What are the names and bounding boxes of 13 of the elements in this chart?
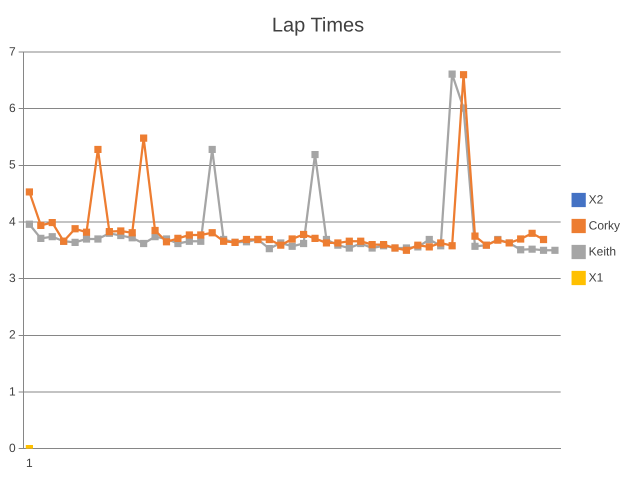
y-tick-label: 3 xyxy=(8,270,16,285)
y-tick-label: 5 xyxy=(8,158,16,172)
y-tick-label: 2 xyxy=(8,328,16,342)
legend-label: X2 xyxy=(588,192,604,206)
legend-label: Keith xyxy=(588,244,616,258)
y-tick-label: 0 xyxy=(8,440,16,455)
y-tick-label: 7 xyxy=(8,44,16,58)
y-tick-label: 4 xyxy=(8,214,16,228)
legend-label: X1 xyxy=(588,270,604,284)
chart-title: Lap Times xyxy=(272,14,364,37)
y-tick-label: 1 xyxy=(8,384,16,398)
legend-label: Corky xyxy=(588,218,620,232)
y-tick-label: 6 xyxy=(8,100,16,115)
